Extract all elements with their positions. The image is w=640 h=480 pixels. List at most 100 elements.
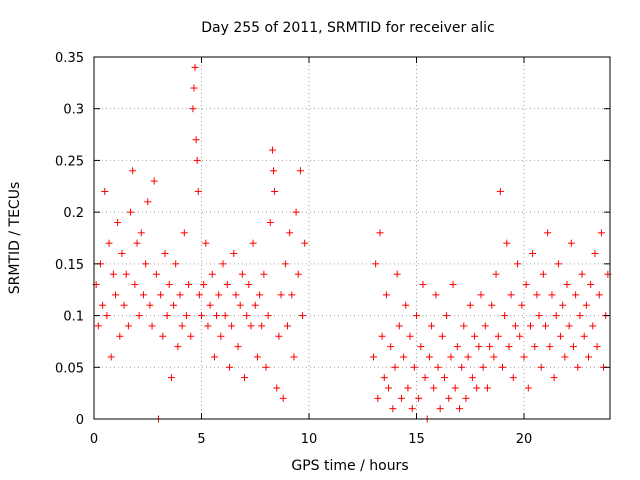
data-point bbox=[451, 384, 459, 392]
data-point bbox=[122, 270, 130, 278]
data-point bbox=[193, 156, 201, 164]
data-point bbox=[490, 353, 498, 361]
data-point bbox=[526, 322, 534, 330]
data-point bbox=[544, 229, 552, 237]
data-point bbox=[372, 260, 380, 268]
data-point bbox=[557, 332, 565, 340]
data-point bbox=[471, 332, 479, 340]
data-point bbox=[443, 312, 451, 320]
data-point bbox=[565, 322, 573, 330]
data-point bbox=[552, 312, 560, 320]
data-point bbox=[131, 281, 139, 289]
data-point bbox=[462, 394, 470, 402]
data-point bbox=[277, 291, 285, 299]
data-point bbox=[192, 136, 200, 144]
data-point bbox=[522, 281, 530, 289]
data-point bbox=[419, 281, 427, 289]
data-point bbox=[190, 84, 198, 92]
data-point bbox=[587, 281, 595, 289]
data-point bbox=[189, 105, 197, 113]
y-tick-label: 0 bbox=[76, 413, 84, 428]
data-point bbox=[127, 208, 135, 216]
data-point bbox=[137, 229, 145, 237]
data-point bbox=[114, 218, 122, 226]
data-point bbox=[589, 322, 597, 330]
data-point bbox=[202, 239, 210, 247]
data-point bbox=[550, 374, 558, 382]
data-point bbox=[249, 239, 257, 247]
data-point bbox=[288, 291, 296, 299]
data-point bbox=[475, 343, 483, 351]
data-point bbox=[436, 405, 444, 413]
y-tick-labels: 0 0.05 0.1 0.15 0.2 0.25 0.3 0.35 bbox=[55, 51, 84, 428]
plot-frame bbox=[93, 56, 611, 420]
data-point bbox=[271, 187, 279, 195]
data-point bbox=[413, 312, 420, 320]
data-point bbox=[230, 250, 238, 258]
data-point bbox=[576, 312, 584, 320]
y-tick-label: 0.2 bbox=[63, 206, 84, 221]
chart-title: Day 255 of 2011, SRMTID for receiver ali… bbox=[201, 20, 494, 36]
data-point bbox=[206, 301, 214, 309]
data-point bbox=[563, 281, 571, 289]
data-point bbox=[236, 301, 244, 309]
data-point bbox=[210, 353, 218, 361]
data-point bbox=[507, 291, 515, 299]
data-point bbox=[597, 229, 605, 237]
data-point bbox=[559, 301, 567, 309]
data-point bbox=[268, 146, 276, 154]
data-point bbox=[453, 343, 461, 351]
data-point bbox=[204, 322, 212, 330]
data-point bbox=[380, 374, 388, 382]
data-point bbox=[468, 374, 476, 382]
data-point bbox=[518, 301, 526, 309]
axis-ticks bbox=[93, 56, 610, 420]
data-point bbox=[157, 291, 165, 299]
data-point bbox=[135, 312, 143, 320]
data-point bbox=[174, 343, 182, 351]
data-point bbox=[505, 343, 513, 351]
data-point bbox=[245, 281, 253, 289]
data-point bbox=[228, 322, 236, 330]
data-point bbox=[537, 363, 545, 371]
data-point bbox=[116, 332, 124, 340]
data-point bbox=[275, 332, 283, 340]
data-point bbox=[120, 301, 128, 309]
data-point bbox=[198, 312, 205, 320]
data-point bbox=[449, 281, 457, 289]
data-point bbox=[178, 322, 186, 330]
data-point bbox=[406, 332, 414, 340]
data-point bbox=[417, 343, 425, 351]
data-point bbox=[514, 260, 522, 268]
data-point bbox=[109, 270, 117, 278]
data-point bbox=[542, 322, 549, 330]
data-point bbox=[107, 353, 115, 361]
data-point bbox=[299, 312, 307, 320]
data-point bbox=[572, 291, 580, 299]
x-tick-label: 15 bbox=[408, 432, 425, 447]
data-point bbox=[191, 63, 199, 71]
data-point bbox=[494, 332, 502, 340]
data-point bbox=[133, 239, 141, 247]
data-point bbox=[391, 363, 399, 371]
x-tick-label: 20 bbox=[516, 432, 533, 447]
data-point bbox=[286, 229, 294, 237]
data-point bbox=[524, 384, 532, 392]
data-point bbox=[213, 312, 221, 320]
data-point bbox=[430, 384, 438, 392]
data-point bbox=[215, 291, 223, 299]
data-point bbox=[432, 291, 440, 299]
data-point bbox=[159, 332, 167, 340]
data-point bbox=[503, 239, 511, 247]
data-point bbox=[238, 270, 246, 278]
data-point bbox=[447, 353, 455, 361]
data-point bbox=[194, 187, 202, 195]
data-point bbox=[165, 281, 173, 289]
data-point bbox=[185, 281, 193, 289]
data-point bbox=[219, 260, 227, 268]
data-point bbox=[378, 332, 386, 340]
data-point bbox=[509, 374, 517, 382]
data-point bbox=[595, 291, 603, 299]
data-point bbox=[294, 270, 302, 278]
data-point bbox=[501, 312, 509, 320]
